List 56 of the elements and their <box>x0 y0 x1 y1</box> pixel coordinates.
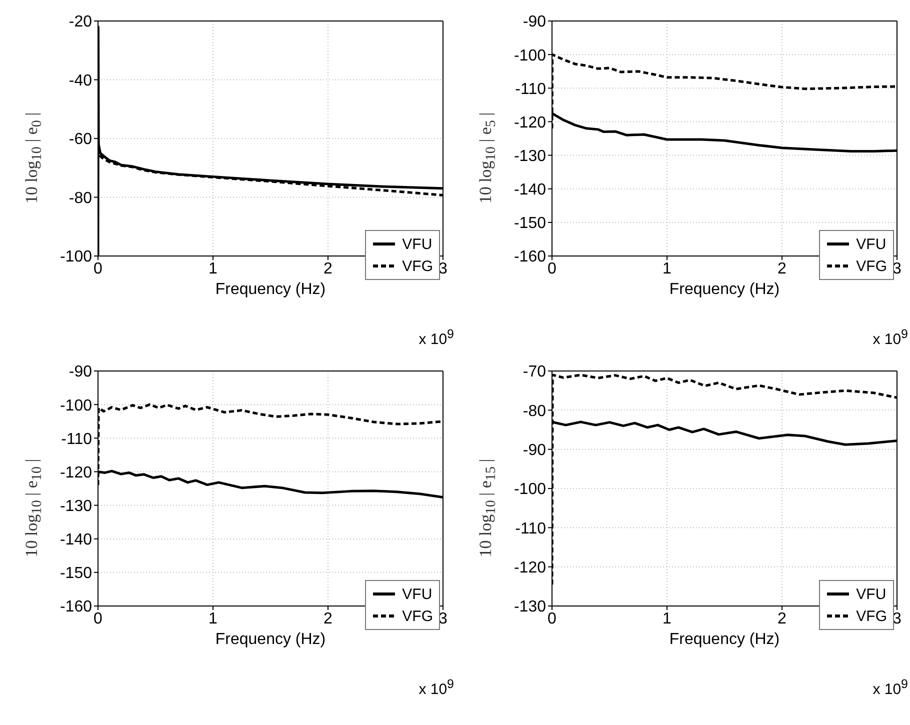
x-axis-title: Frequency (Hz) <box>215 631 326 648</box>
x-tick-label: 0 <box>94 610 103 628</box>
x-tick-label: 0 <box>548 610 557 628</box>
legend-label: VFU <box>856 236 886 252</box>
y-tick-label: -80 <box>68 190 92 207</box>
legend-label: VFG <box>856 258 887 274</box>
legend-label: VFG <box>402 258 433 274</box>
legend-label: VFU <box>856 586 886 602</box>
y-tick-label: -110 <box>61 430 92 448</box>
y-tick-label: -100 <box>514 481 546 498</box>
x-tick-label: 2 <box>324 610 333 628</box>
x-axis-title: Frequency (Hz) <box>669 631 780 648</box>
y-tick-label: -120 <box>514 114 546 132</box>
text: x 10$^{9}$ <box>872 327 908 348</box>
y-tick-label: -20 <box>68 14 92 31</box>
legend-label: VFG <box>856 608 887 624</box>
x-tick-label: 2 <box>778 260 787 278</box>
y-tick-label: -90 <box>522 442 546 460</box>
legend-label: VFG <box>402 608 433 624</box>
x-tick-label: 1 <box>662 610 672 628</box>
y-tick-label: -130 <box>514 148 546 165</box>
x-tick-label: 2 <box>778 610 787 628</box>
y-tick-label: -140 <box>60 532 92 549</box>
text: x 10$^{9}$ <box>418 327 454 348</box>
y-tick-label: -140 <box>514 182 546 199</box>
y-tick-label: -150 <box>60 565 92 582</box>
x-tick-label: 1 <box>208 260 218 278</box>
legend-label: VFU <box>402 586 432 602</box>
legend-label: VFU <box>402 236 432 252</box>
y-tick-label: -110 <box>515 80 546 98</box>
x-axis-title: Frequency (Hz) <box>215 281 326 298</box>
x-tick-label: 0 <box>548 260 557 278</box>
y-tick-label: -60 <box>68 131 92 148</box>
x-axis-title: Frequency (Hz) <box>669 281 780 298</box>
y-tick-label: -70 <box>522 364 546 381</box>
y-tick-label: -100 <box>60 248 92 266</box>
y-tick-label: -90 <box>522 14 546 31</box>
y-tick-label: -150 <box>514 215 546 232</box>
y-tick-label: -130 <box>60 498 92 515</box>
y-tick-label: -120 <box>514 560 546 577</box>
y-tick-label: -40 <box>68 72 92 90</box>
y-tick-label: -90 <box>68 364 92 381</box>
y-tick-label: -130 <box>514 598 546 616</box>
y-tick-label: -160 <box>60 598 92 616</box>
y-tick-label: -100 <box>514 47 546 64</box>
y-tick-label: -120 <box>60 464 92 482</box>
y-tick-label: -110 <box>515 520 546 538</box>
y-tick-label: -80 <box>522 402 546 420</box>
x-tick-label: 0 <box>94 260 103 278</box>
x-tick-label: 1 <box>662 260 672 278</box>
y-tick-label: -100 <box>60 397 92 414</box>
x-tick-label: 2 <box>324 260 333 278</box>
y-tick-label: -160 <box>514 248 546 266</box>
text: x 10$^{9}$ <box>418 677 454 698</box>
x-tick-label: 1 <box>208 610 218 628</box>
text: x 10$^{9}$ <box>872 677 908 698</box>
